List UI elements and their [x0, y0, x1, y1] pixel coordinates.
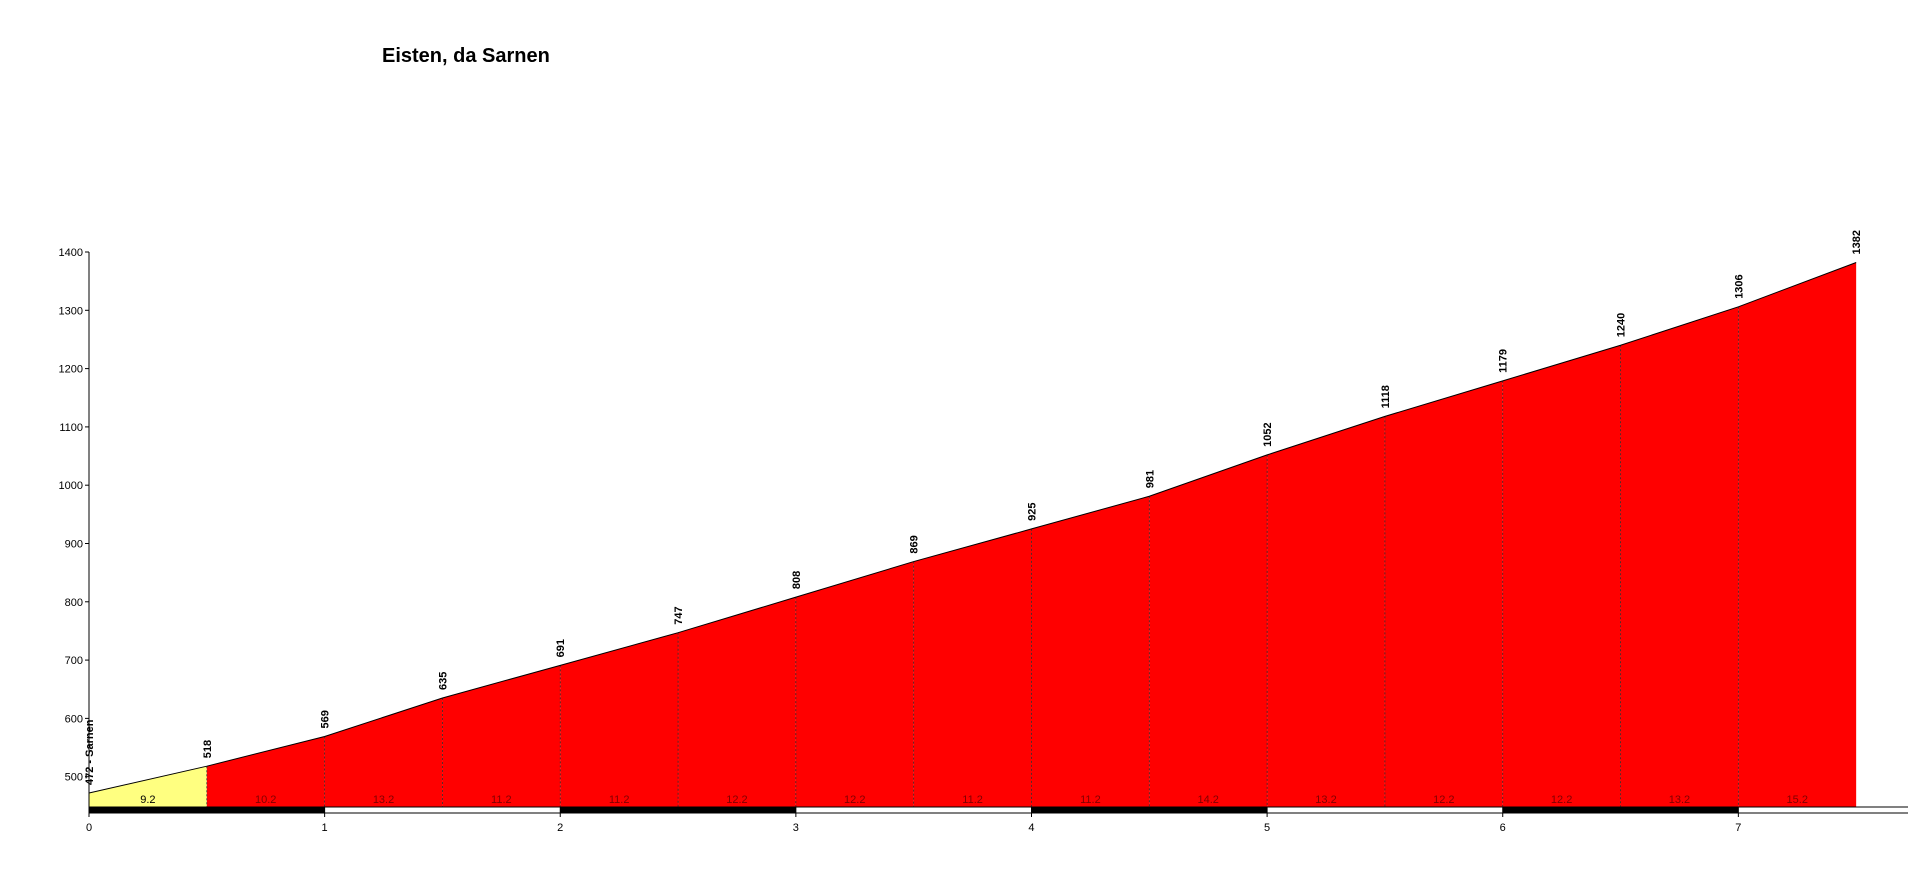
point-label: 569 [320, 710, 332, 728]
y-tick-label: 1000 [59, 480, 83, 492]
segment [1149, 454, 1268, 807]
y-tick-label: 600 [65, 713, 83, 725]
y-tick-label: 800 [65, 597, 83, 609]
point-label: 472 - Sarnen [84, 719, 96, 785]
gradient-label: 9.2 [140, 794, 155, 806]
segment [1502, 345, 1621, 807]
gradient-label: 12.2 [1551, 794, 1572, 806]
y-tick-label: 1100 [59, 422, 83, 434]
gradient-label: 11.2 [609, 794, 630, 806]
point-label: 1179 [1498, 349, 1510, 373]
x-tick-label: 3 [793, 822, 799, 834]
gradient-label: 13.2 [1669, 794, 1690, 806]
gradient-label: 10.2 [255, 794, 276, 806]
x-tick-label: 1 [322, 822, 328, 834]
profile-line [88, 262, 1857, 794]
point-label: 1240 [1616, 313, 1628, 337]
point-label: 925 [1026, 503, 1038, 521]
segment [1620, 306, 1739, 807]
segment [1384, 380, 1503, 807]
segment [206, 736, 325, 807]
x-tick-label: 0 [86, 822, 92, 834]
gradient-label: 15.2 [1787, 794, 1808, 806]
segment [560, 632, 679, 807]
km-bar [1502, 807, 1739, 813]
point-label: 1306 [1733, 274, 1745, 298]
gradient-label: 12.2 [1433, 794, 1454, 806]
segment [1031, 496, 1150, 807]
point-label: 518 [202, 740, 214, 758]
point-label: 869 [909, 535, 921, 553]
chart-title: Eisten, da Sarnen [382, 45, 550, 67]
x-tick-label: 7 [1735, 822, 1741, 834]
y-tick-label: 700 [65, 655, 83, 667]
x-tick-label: 4 [1028, 822, 1034, 834]
gradient-label: 11.2 [1080, 794, 1101, 806]
gradient-label: 14.2 [1197, 794, 1218, 806]
gradient-label: 13.2 [373, 794, 394, 806]
segment [913, 528, 1032, 807]
x-tick-label: 6 [1500, 822, 1506, 834]
y-tick-label: 500 [65, 772, 83, 784]
y-tick-label: 1300 [59, 305, 83, 317]
km-bar [1031, 807, 1268, 813]
segment [442, 665, 561, 807]
km-bar [89, 807, 325, 813]
point-label: 635 [437, 672, 449, 690]
point-label: 1052 [1262, 422, 1274, 446]
km-bar [560, 807, 796, 813]
point-label: 1382 [1851, 230, 1863, 254]
x-tick-label: 2 [557, 822, 563, 834]
segment [1267, 416, 1385, 807]
segment [89, 766, 207, 807]
segment [795, 561, 914, 807]
y-tick-label: 1400 [59, 247, 83, 259]
segment [678, 597, 796, 807]
segment [324, 697, 443, 807]
point-label: 747 [673, 606, 685, 624]
point-label: 981 [1144, 470, 1156, 488]
gradient-label: 12.2 [844, 794, 865, 806]
y-tick-label: 1200 [59, 364, 83, 376]
segment [1738, 262, 1857, 808]
gradient-label: 11.2 [962, 794, 983, 806]
point-label: 691 [555, 639, 567, 657]
gradient-label: 12.2 [726, 794, 747, 806]
x-tick-label: 5 [1264, 822, 1270, 834]
gradient-label: 13.2 [1315, 794, 1336, 806]
gradient-label: 11.2 [491, 794, 512, 806]
point-label: 1118 [1380, 385, 1392, 408]
point-label: 808 [791, 571, 803, 589]
y-tick-label: 900 [65, 538, 83, 550]
